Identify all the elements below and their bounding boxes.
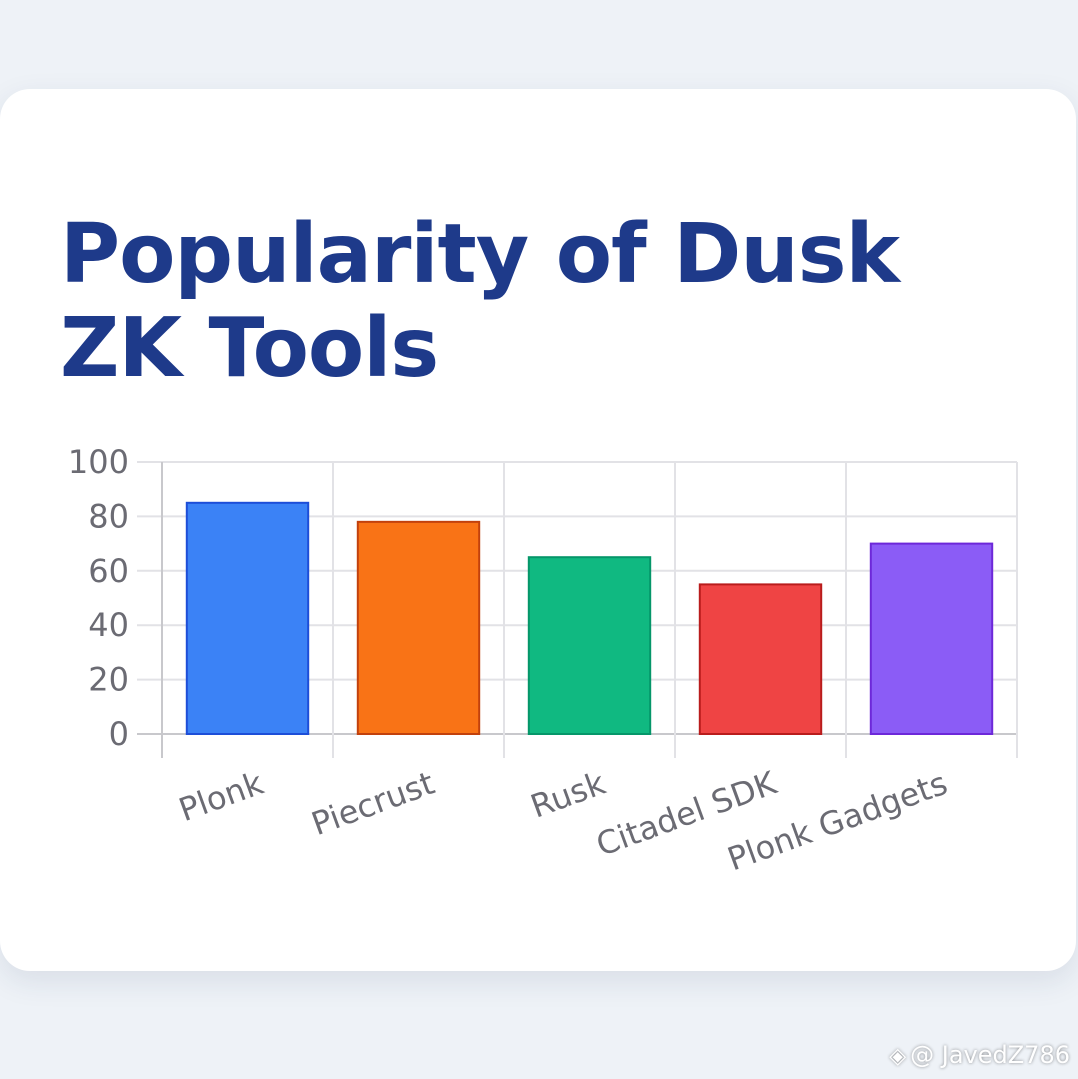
x-tick-label: Piecrust — [307, 764, 440, 843]
diamond-logo-icon: ◈ — [889, 1044, 907, 1069]
x-tick-label: Rusk — [526, 764, 611, 826]
chart-card — [0, 89, 1076, 971]
y-tick-label: 60 — [88, 552, 129, 590]
chart-title: Popularity of Dusk ZK Tools — [60, 207, 900, 396]
y-axis-tick-labels: 0 20 40 60 80 100 — [68, 443, 129, 753]
watermark: ◈ @ JavedZ786 — [889, 1041, 1070, 1069]
y-tick-label: 40 — [88, 606, 129, 644]
y-tick-label: 100 — [68, 443, 129, 481]
x-tick-label: Plonk — [174, 764, 269, 829]
bar-rusk — [527, 556, 652, 736]
bar-plonk — [185, 501, 310, 735]
bar-plonk-gadgets — [869, 542, 994, 735]
bar-piecrust — [356, 520, 481, 736]
y-tick-label: 0 — [109, 715, 129, 753]
watermark-text: @ JavedZ786 — [910, 1041, 1070, 1069]
y-tick-label: 80 — [88, 497, 129, 535]
bar-citadel-sdk — [698, 583, 823, 736]
chart-bars — [185, 501, 994, 736]
y-tick-label: 20 — [88, 661, 129, 699]
